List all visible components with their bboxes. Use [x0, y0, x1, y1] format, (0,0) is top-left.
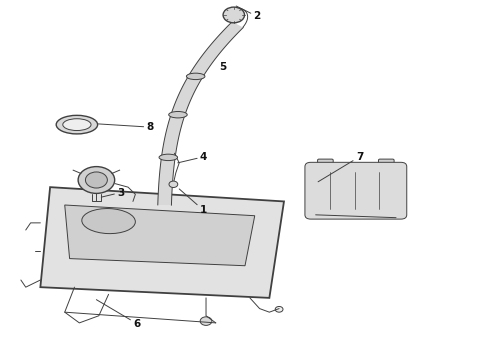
Text: 1: 1: [179, 189, 207, 215]
Polygon shape: [40, 187, 284, 298]
FancyBboxPatch shape: [305, 162, 407, 219]
FancyBboxPatch shape: [318, 159, 333, 168]
Ellipse shape: [78, 167, 115, 193]
Polygon shape: [65, 205, 255, 266]
Ellipse shape: [56, 115, 98, 134]
Ellipse shape: [82, 208, 135, 234]
Text: 6: 6: [97, 300, 141, 329]
Circle shape: [200, 317, 212, 325]
Circle shape: [223, 7, 245, 23]
Text: 2: 2: [236, 6, 261, 21]
Ellipse shape: [63, 119, 91, 131]
Ellipse shape: [186, 73, 205, 80]
Ellipse shape: [85, 172, 107, 188]
Text: 5: 5: [220, 63, 227, 72]
Ellipse shape: [159, 154, 177, 161]
Circle shape: [169, 181, 178, 188]
Text: 7: 7: [318, 152, 363, 182]
Polygon shape: [158, 22, 243, 205]
Text: 8: 8: [98, 122, 154, 132]
FancyBboxPatch shape: [378, 159, 394, 168]
Text: 3: 3: [101, 188, 124, 198]
Text: 4: 4: [178, 152, 207, 163]
Ellipse shape: [169, 112, 187, 118]
Circle shape: [275, 306, 283, 312]
